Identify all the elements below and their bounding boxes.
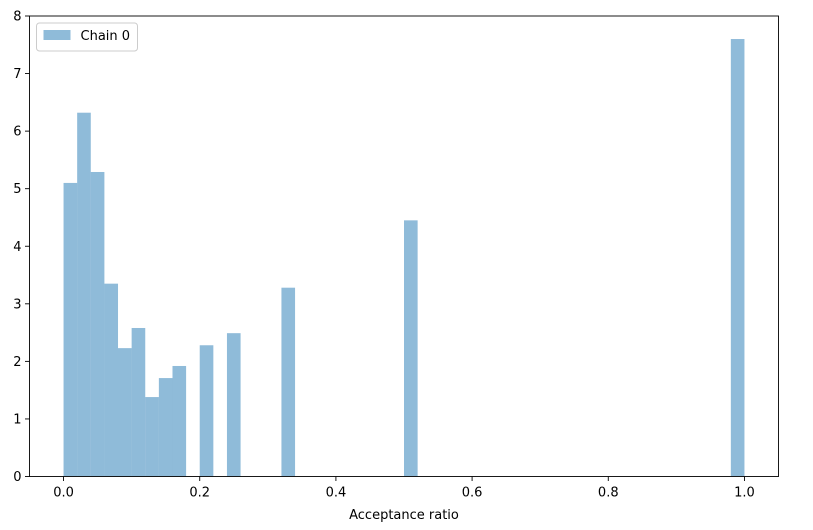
histogram-bar-4 [118,348,132,477]
y-tick-label: 5 [13,182,21,197]
x-axis-ticks: 0.0 0.2 0.4 0.6 0.8 1.0 [53,476,755,501]
legend: Chain 0 [36,22,138,52]
y-tick-label: 2 [13,355,21,370]
legend-swatch-chain-0 [43,30,71,40]
x-tick-label: 0.6 [462,486,483,501]
y-axis-ticks: 0 1 2 3 4 5 6 7 8 [13,10,30,485]
histogram-bar-0 [63,182,78,477]
histogram-bar-8 [172,365,187,477]
x-axis-label: Acceptance ratio [349,508,459,523]
histogram-bar-13 [730,39,745,477]
y-tick-label: 0 [13,470,21,485]
histogram-bar-1 [77,112,91,477]
histogram-bar-9 [199,345,214,477]
histogram-bar-2 [90,171,105,477]
x-tick-label: 1.0 [734,486,755,501]
histogram-bar-5 [131,327,146,477]
histogram-bar-7 [158,378,173,477]
y-tick-label: 1 [13,412,21,427]
histogram-bar-6 [145,397,159,477]
legend-label-chain-0: Chain 0 [81,29,131,44]
y-tick-label: 6 [13,125,21,140]
x-tick-label: 0.8 [598,486,619,501]
histogram-bar-10 [226,333,241,477]
y-tick-label: 4 [13,240,21,255]
histogram-bar-3 [104,283,119,477]
histogram-bars [63,39,745,477]
x-tick-label: 0.0 [53,486,74,501]
x-tick-label: 0.4 [326,486,347,501]
y-tick-label: 3 [13,297,21,312]
histogram-bar-11 [281,287,296,477]
y-tick-label: 8 [13,10,21,25]
y-tick-label: 7 [13,67,21,82]
histogram-bar-12 [404,220,418,477]
x-tick-label: 0.2 [189,486,210,501]
